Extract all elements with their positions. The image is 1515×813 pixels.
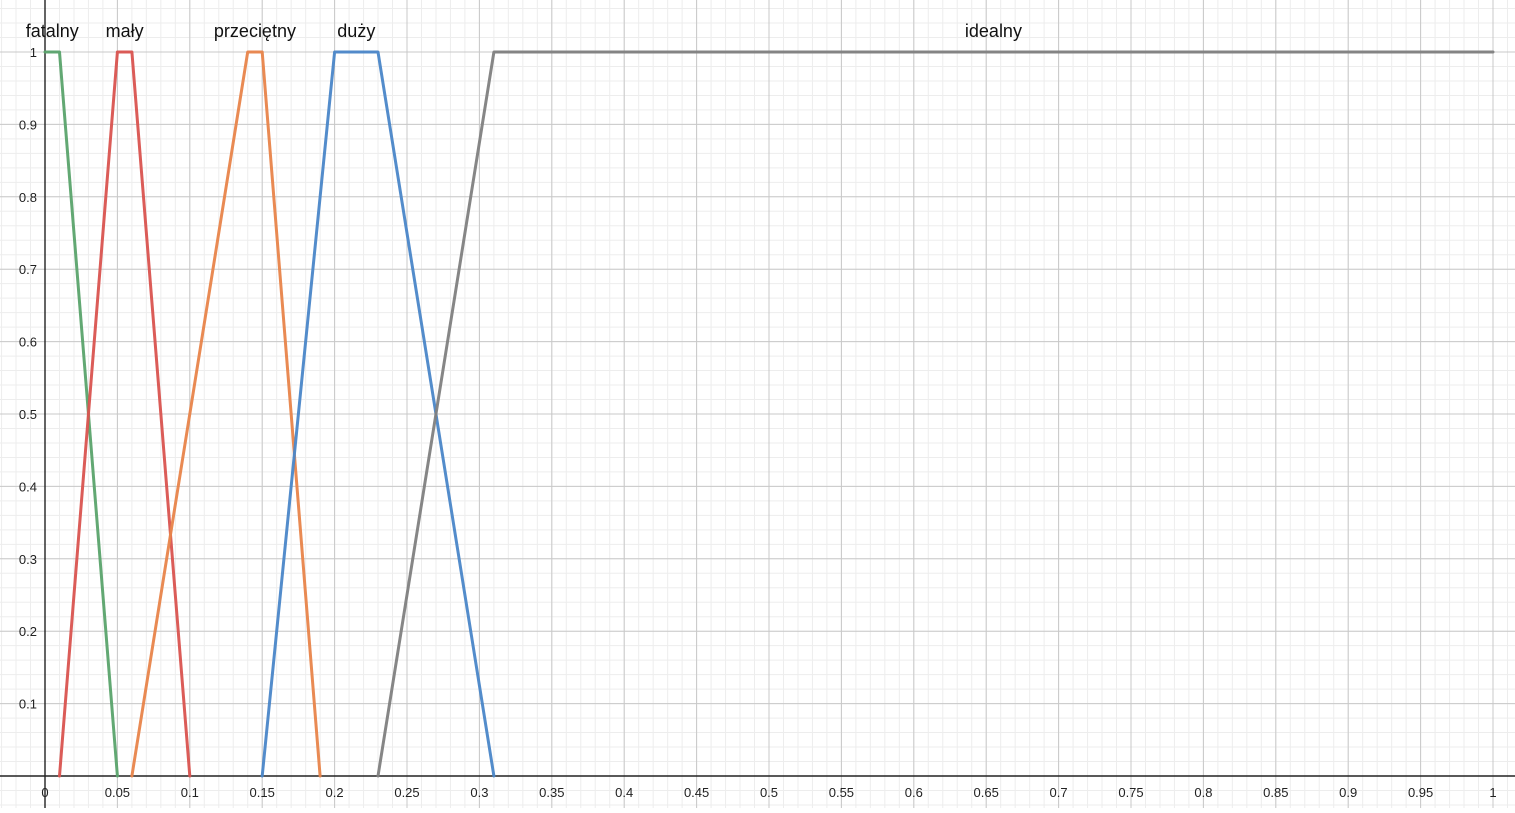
series-label: mały (106, 21, 144, 41)
y-tick-label: 0.5 (19, 407, 37, 422)
x-tick-label: 0 (41, 785, 48, 800)
tick-labels: 0 0.05 0.1 0.15 0.2 0.25 0.3 0.35 0.4 0.45 0.5 0.55… (19, 45, 1497, 800)
series-label: fatalny (26, 21, 79, 41)
y-tick-label: 0.2 (19, 624, 37, 639)
x-tick-label: 0.4 (615, 785, 633, 800)
x-tick-label: 0.25 (394, 785, 419, 800)
x-tick-label: 0.45 (684, 785, 709, 800)
y-tick-label: 1 (30, 45, 37, 60)
series-line-0 (43, 50, 119, 778)
y-tick-label: 0.7 (19, 262, 37, 277)
y-tick-label: 0.3 (19, 552, 37, 567)
y-tick-label: 0.4 (19, 479, 37, 494)
x-tick-label: 0.9 (1339, 785, 1357, 800)
y-tick-label: 0.8 (19, 190, 37, 205)
x-tick-label: 0.35 (539, 785, 564, 800)
x-tick-label: 0.6 (905, 785, 923, 800)
x-tick-label: 0.1 (181, 785, 199, 800)
x-tick-label: 0.2 (326, 785, 344, 800)
series-layer (43, 50, 1495, 778)
series-label: idealny (965, 21, 1022, 41)
x-tick-label: 0.15 (250, 785, 275, 800)
series-label: przeciętny (214, 21, 296, 41)
x-tick-label: 0.7 (1050, 785, 1068, 800)
y-tick-label: 0.6 (19, 335, 37, 350)
series-line-4 (376, 50, 1495, 778)
x-tick-label: 0.55 (829, 785, 854, 800)
x-tick-label: 0.85 (1263, 785, 1288, 800)
x-tick-label: 0.75 (1118, 785, 1143, 800)
series-line-2 (130, 50, 322, 778)
y-tick-label: 0.1 (19, 697, 37, 712)
x-tick-label: 0.5 (760, 785, 778, 800)
series-labels: fatalny mały przeciętny duży idealny (26, 21, 1022, 41)
x-tick-label: 0.3 (470, 785, 488, 800)
y-tick-label: 0.9 (19, 117, 37, 132)
x-tick-label: 1 (1489, 785, 1496, 800)
x-tick-label: 0.65 (974, 785, 999, 800)
series-line-1 (58, 50, 192, 778)
x-tick-label: 0.8 (1194, 785, 1212, 800)
x-tick-label: 0.95 (1408, 785, 1433, 800)
x-tick-label: 0.05 (105, 785, 130, 800)
series-label: duży (337, 21, 375, 41)
